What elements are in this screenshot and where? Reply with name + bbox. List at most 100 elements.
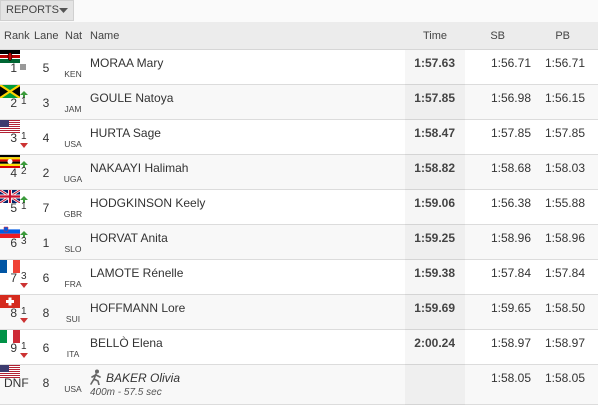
flag xyxy=(0,188,21,205)
position-change: 1 xyxy=(19,336,29,360)
result-row[interactable]: 7 3 6 FRA LAMOTE Rénelle 1:59.38 1:57.84… xyxy=(0,260,598,295)
rank: 9 xyxy=(10,341,17,355)
flag xyxy=(0,84,21,99)
season-best: 1:56.71 xyxy=(490,56,531,70)
personal-best: 1:58.05 xyxy=(544,371,585,385)
time: 1:59.69 xyxy=(414,301,455,315)
rank: 8 xyxy=(10,306,17,320)
down-arrow xyxy=(20,353,28,358)
athlete-name[interactable]: HOFFMANN Lore xyxy=(90,301,186,315)
rank: DNF xyxy=(4,376,29,390)
header-cell[interactable]: Name xyxy=(90,30,120,42)
season-best: 1:58.96 xyxy=(490,231,531,245)
season-best: 1:57.84 xyxy=(490,266,531,280)
header-cell[interactable]: Time xyxy=(422,30,447,42)
header-cell[interactable]: Lane xyxy=(34,30,59,42)
header-cell[interactable]: SB xyxy=(490,30,505,42)
flag xyxy=(0,155,20,168)
flag xyxy=(0,50,20,63)
change-value: 1 xyxy=(21,131,27,142)
season-best: 1:59.65 xyxy=(490,301,531,315)
up-arrow xyxy=(20,91,28,98)
athlete-name[interactable]: BAKER Olivia xyxy=(106,371,181,385)
athlete-name[interactable]: HURTA Sage xyxy=(90,126,161,140)
position-change: 3 xyxy=(19,266,29,290)
time: 2:00.24 xyxy=(414,336,455,350)
position-change: 1 xyxy=(19,196,29,220)
lane: 5 xyxy=(42,61,50,75)
flag xyxy=(0,225,20,238)
athlete-name[interactable]: MORAA Mary xyxy=(90,56,164,70)
lane: 7 xyxy=(42,201,50,215)
flag xyxy=(0,260,20,273)
personal-best: 1:58.50 xyxy=(544,301,585,315)
header-cell[interactable]: PB xyxy=(555,30,570,42)
athlete-name[interactable]: BELLÒ Elena xyxy=(90,336,163,350)
nat-code: FRA xyxy=(64,279,82,289)
rank: 5 xyxy=(10,201,17,215)
no-change-icon xyxy=(20,64,26,70)
position-change xyxy=(19,56,29,80)
result-row[interactable]: DNF 8 USA BAKER Olivia 400m - 57.5 sec 1… xyxy=(0,365,598,405)
personal-best: 1:57.84 xyxy=(544,266,585,280)
time: 1:58.47 xyxy=(414,126,455,140)
flag xyxy=(0,120,20,133)
flag xyxy=(0,295,20,308)
personal-best: 1:58.96 xyxy=(544,231,585,245)
result-row[interactable]: 9 1 6 ITA BELLÒ Elena 2:00.24 1:58.97 1:… xyxy=(0,330,598,365)
nat-code: UGA xyxy=(63,174,83,184)
down-arrow xyxy=(20,318,28,323)
table-header: Rank Lane Nat Name Time SB PB xyxy=(0,22,598,50)
result-row[interactable]: 3 1 4 USA HURTA Sage 1:58.47 1:57.85 1:5… xyxy=(0,120,598,155)
nat-code: GBR xyxy=(63,209,83,219)
change-value: 1 xyxy=(21,96,27,107)
rank: 7 xyxy=(10,271,17,285)
position-change: 1 xyxy=(19,91,29,115)
time: 1:59.06 xyxy=(414,196,455,210)
change-value: 1 xyxy=(21,341,27,352)
result-row[interactable]: 4 2 2 UGA NAKAAYI Halimah 1:58.82 1:58.6… xyxy=(0,155,598,190)
season-best: 1:58.05 xyxy=(490,371,531,385)
athlete-name[interactable]: NAKAAYI Halimah xyxy=(90,161,189,175)
result-row[interactable]: 6 3 1 SLO HORVAT Anita 1:59.25 1:58.96 1… xyxy=(0,225,598,260)
lane: 8 xyxy=(42,376,50,390)
nat-code: KEN xyxy=(64,69,82,79)
reports-label: REPORTS xyxy=(6,4,59,16)
rank: 4 xyxy=(10,166,17,180)
time: 1:58.82 xyxy=(414,161,455,175)
nat-code: JAM xyxy=(64,104,82,114)
lane: 8 xyxy=(42,306,50,320)
header-cell[interactable]: Rank xyxy=(4,30,30,42)
up-arrow xyxy=(20,161,28,168)
athlete-name[interactable]: HORVAT Anita xyxy=(90,231,168,245)
lane: 6 xyxy=(42,271,50,285)
reports-button[interactable]: REPORTS xyxy=(0,0,74,21)
personal-best: 1:58.03 xyxy=(544,161,585,175)
time: 1:57.85 xyxy=(414,91,455,105)
athlete-name[interactable]: LAMOTE Rénelle xyxy=(90,266,184,280)
up-arrow xyxy=(20,196,28,203)
toolbar: REPORTS xyxy=(0,0,598,22)
down-arrow xyxy=(20,283,28,288)
flag xyxy=(0,365,20,378)
season-best: 1:58.97 xyxy=(490,336,531,350)
result-row[interactable]: 2 1 3 JAM GOULE Natoya 1:57.85 1:56.98 1… xyxy=(0,84,598,120)
time: 1:59.25 xyxy=(414,231,455,245)
time: 1:59.38 xyxy=(414,266,455,280)
up-arrow xyxy=(20,231,28,238)
athlete-name[interactable]: HODGKINSON Keely xyxy=(90,196,206,210)
change-value: 2 xyxy=(21,166,27,177)
lane: 4 xyxy=(42,131,50,145)
header-cell[interactable]: Nat xyxy=(65,30,83,42)
dropdown-arrow xyxy=(59,8,68,13)
result-row[interactable]: 5 1 7 GBR HODGKINSON Keely 1:59.06 1:56.… xyxy=(0,188,598,225)
nat-code: SUI xyxy=(65,314,81,324)
result-row[interactable]: 8 1 8 SUI HOFFMANN Lore 1:59.69 1:59.65 … xyxy=(0,295,598,330)
personal-best: 1:55.88 xyxy=(544,196,585,210)
position-change: 3 xyxy=(19,231,29,255)
athlete-name[interactable]: GOULE Natoya xyxy=(90,91,174,105)
result-row[interactable]: 1 5 KEN MORAA Mary 1:57.63 1:56.71 1:56.… xyxy=(0,50,598,85)
season-best: 1:56.98 xyxy=(490,91,531,105)
personal-best: 1:56.71 xyxy=(544,56,585,70)
